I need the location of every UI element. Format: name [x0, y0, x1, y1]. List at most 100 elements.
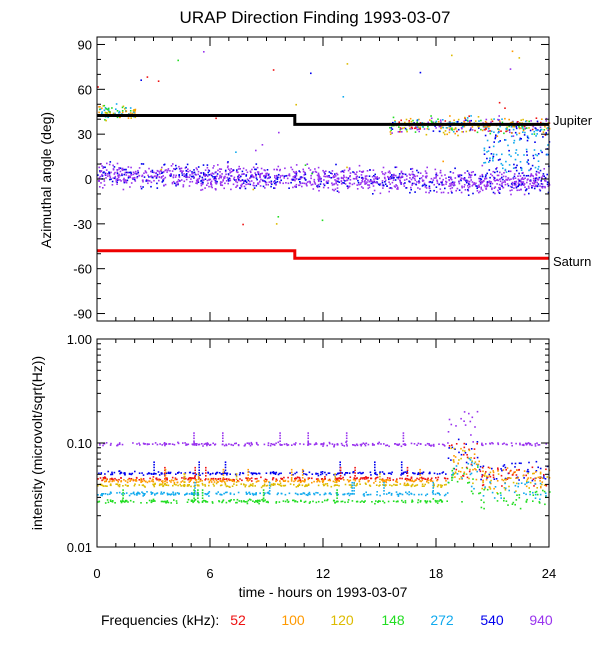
azimuth-point	[499, 140, 501, 142]
azimuth-point	[496, 167, 498, 169]
azimuth-point	[377, 183, 380, 186]
intensity-point	[541, 481, 544, 483]
intensity-point	[433, 484, 435, 487]
azimuth-point	[369, 180, 372, 182]
intensity-point	[187, 498, 190, 501]
azimuth-point	[403, 179, 406, 181]
intensity-point	[160, 493, 162, 495]
azimuth-point	[524, 131, 526, 134]
azimuth-point	[430, 120, 433, 122]
intensity-point	[165, 472, 168, 474]
azimuth-point	[475, 182, 477, 185]
azimuth-point	[107, 110, 110, 113]
azimuth-point	[268, 173, 270, 175]
azimuth-point	[405, 129, 408, 131]
intensity-point	[201, 497, 204, 499]
azimuth-point	[405, 178, 408, 181]
intensity-point	[401, 477, 403, 480]
intensity-point	[193, 440, 195, 442]
azimuth-point	[335, 163, 337, 166]
intensity-point	[150, 499, 153, 502]
azimuth-point	[528, 127, 530, 129]
azimuth-point	[506, 126, 508, 129]
azimuth-point	[244, 187, 247, 190]
azimuth-point	[485, 177, 488, 180]
azimuth-point	[535, 170, 538, 173]
intensity-point	[143, 479, 145, 482]
azimuth-point	[381, 184, 384, 187]
intensity-point	[198, 469, 200, 472]
intensity-point	[246, 442, 249, 444]
intensity-point	[173, 481, 176, 484]
intensity-point	[421, 479, 424, 482]
intensity-point	[161, 483, 163, 486]
azimuth-point	[220, 168, 223, 170]
intensity-point	[454, 476, 456, 478]
intensity-point	[111, 478, 114, 480]
intensity-point	[290, 477, 293, 479]
azimuth-point	[276, 176, 278, 179]
azimuth-point	[441, 180, 443, 183]
azimuth-point	[103, 109, 106, 112]
intensity-point	[237, 444, 240, 446]
azimuth-point	[388, 170, 391, 172]
azimuth-point	[390, 187, 392, 189]
intensity-point	[382, 479, 384, 481]
azimuth-point	[250, 175, 252, 178]
intensity-point	[311, 473, 314, 475]
intensity-point	[430, 477, 433, 480]
azimuth-point	[187, 170, 190, 173]
intensity-point	[443, 477, 446, 479]
intensity-point	[424, 483, 426, 486]
intensity-point	[307, 437, 309, 440]
azimuth-point	[513, 182, 515, 185]
azimuth-point	[99, 170, 101, 172]
intensity-point	[340, 442, 343, 445]
intensity-point	[172, 484, 174, 487]
azimuth-point	[121, 106, 124, 109]
azimuth-point	[530, 174, 532, 177]
azimuth-point	[421, 126, 424, 128]
intensity-point	[366, 494, 369, 496]
azimuth-point	[308, 167, 310, 169]
intensity-point	[164, 471, 167, 474]
intensity-point	[309, 501, 311, 503]
azimuth-point	[310, 174, 312, 177]
intensity-point	[205, 478, 207, 480]
intensity-point	[385, 484, 387, 486]
azimuth-point	[333, 175, 335, 177]
azimuth-point	[404, 173, 407, 176]
intensity-point	[278, 501, 281, 503]
azimuth-point	[506, 183, 509, 185]
intensity-point	[324, 493, 327, 495]
azimuth-point	[425, 133, 428, 136]
azimuth-point	[471, 181, 474, 183]
intensity-point	[461, 477, 463, 480]
azimuth-point	[532, 125, 535, 128]
azimuth-point	[454, 167, 456, 170]
intensity-point	[518, 468, 520, 471]
azimuth-point	[204, 187, 206, 189]
intensity-point	[377, 501, 379, 503]
azimuth-point	[413, 175, 415, 177]
intensity-point	[450, 459, 452, 461]
azimuth-point	[511, 121, 514, 123]
intensity-point	[209, 479, 212, 482]
azimuth-point	[151, 169, 154, 172]
azimuth-point	[520, 181, 523, 184]
intensity-point	[135, 476, 138, 479]
intensity-point	[105, 480, 108, 483]
x-tick-label: 24	[542, 566, 556, 581]
intensity-point	[516, 494, 518, 496]
intensity-point	[484, 472, 486, 475]
intensity-point	[452, 472, 454, 474]
intensity-point	[541, 483, 543, 486]
intensity-point	[539, 480, 541, 482]
intensity-point	[278, 472, 281, 475]
azimuth-point	[257, 172, 260, 175]
azimuth-point	[108, 171, 110, 173]
azimuth-point	[129, 176, 132, 179]
azimuth-point	[265, 176, 267, 178]
intensity-point	[183, 484, 185, 486]
azimuth-point	[342, 177, 345, 179]
